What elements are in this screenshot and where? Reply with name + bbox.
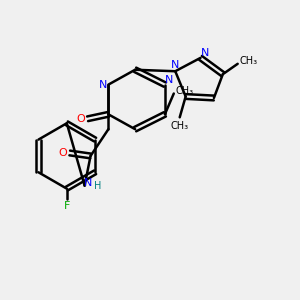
Text: H: H bbox=[94, 181, 102, 191]
Text: O: O bbox=[77, 114, 85, 124]
Text: N: N bbox=[99, 80, 107, 90]
Text: O: O bbox=[59, 148, 68, 158]
Text: N: N bbox=[165, 75, 173, 85]
Text: N: N bbox=[171, 60, 179, 70]
Text: CH₃: CH₃ bbox=[240, 56, 258, 66]
Text: N: N bbox=[84, 178, 92, 188]
Text: F: F bbox=[64, 201, 70, 211]
Text: CH₃: CH₃ bbox=[171, 121, 189, 130]
Text: CH₃: CH₃ bbox=[175, 85, 193, 96]
Text: N: N bbox=[201, 47, 209, 58]
